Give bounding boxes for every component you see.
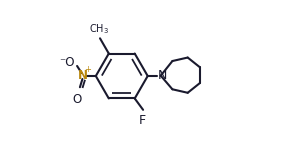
Text: +: + [84, 65, 91, 74]
Text: F: F [139, 114, 146, 126]
Text: CH$_3$: CH$_3$ [89, 22, 109, 36]
Text: O: O [72, 93, 82, 106]
Text: ⁻O: ⁻O [60, 56, 75, 69]
Text: N: N [158, 69, 168, 82]
Text: N: N [78, 69, 88, 82]
